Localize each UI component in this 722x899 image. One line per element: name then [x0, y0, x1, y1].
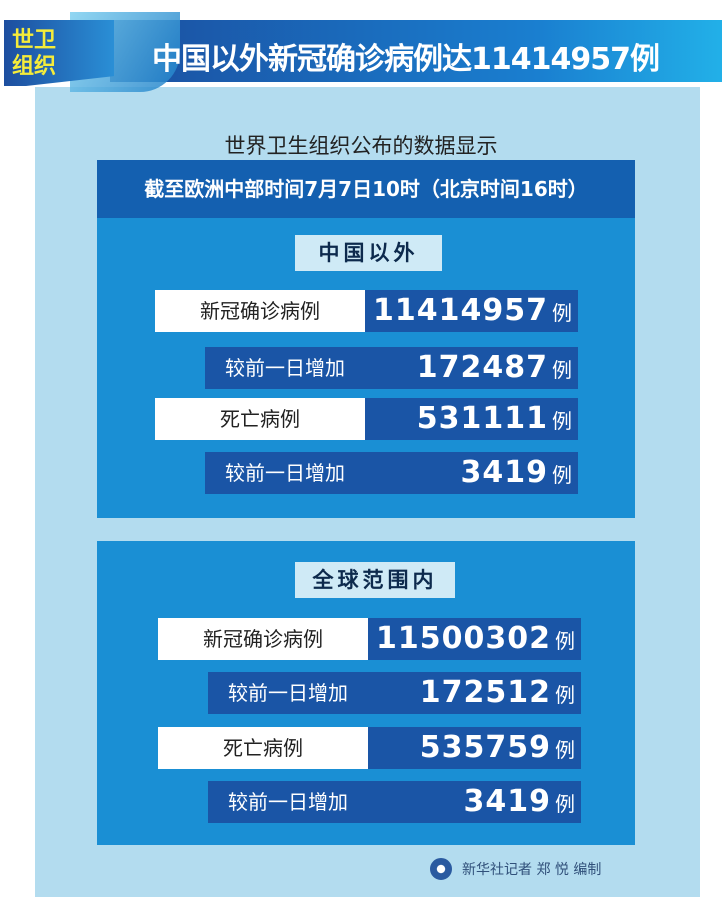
stat-unit: 例 — [552, 301, 572, 325]
stat-value-cell: 531111 例 — [365, 398, 578, 440]
stat-value-cell: 172487 例 — [365, 347, 578, 389]
stat-value-cell: 535759 例 — [368, 727, 581, 769]
stat-label: 死亡病例 — [155, 398, 365, 440]
section-title: 全球范围内 — [295, 562, 455, 598]
section-title: 中国以外 — [295, 235, 442, 271]
stat-value-cell: 11414957 例 — [365, 290, 578, 332]
stat-value: 531111 — [416, 401, 548, 436]
stat-value: 11500302 — [376, 621, 551, 656]
credit: 新华社记者 郑 悦 编制 — [430, 858, 601, 880]
stat-unit: 例 — [555, 629, 575, 653]
tag-block — [4, 20, 114, 86]
header-banner: 世卫组织 中国以外新冠确诊病例达11414957例 — [0, 12, 722, 92]
stat-unit: 例 — [552, 409, 572, 433]
stat-label: 较前一日增加 — [205, 347, 365, 389]
stat-value: 3419 — [463, 784, 551, 819]
stat-value: 172512 — [419, 675, 551, 710]
stat-label: 较前一日增加 — [208, 781, 368, 823]
stat-value: 172487 — [416, 350, 548, 385]
stat-value-cell: 3419 例 — [368, 781, 581, 823]
date-line: 截至欧洲中部时间7月7日10时（北京时间16时） — [97, 160, 635, 218]
stat-label: 死亡病例 — [158, 727, 368, 769]
stat-unit: 例 — [555, 683, 575, 707]
title-bar — [110, 20, 722, 82]
tag-label: 世卫组织 — [12, 28, 57, 79]
stat-unit: 例 — [552, 463, 572, 487]
stat-value: 535759 — [419, 730, 551, 765]
page-title: 中国以外新冠确诊病例达11414957例 — [152, 42, 660, 77]
stat-value: 3419 — [460, 455, 548, 490]
xinhua-logo-icon — [430, 858, 452, 880]
subtitle: 世界卫生组织公布的数据显示 — [224, 134, 498, 158]
stat-value-cell: 3419 例 — [365, 452, 578, 494]
stat-unit: 例 — [552, 358, 572, 382]
stat-label: 新冠确诊病例 — [158, 618, 368, 660]
credit-text: 新华社记者 郑 悦 编制 — [462, 862, 602, 878]
stat-value-cell: 11500302 例 — [368, 618, 581, 660]
stat-value-cell: 172512 例 — [368, 672, 581, 714]
stat-label: 较前一日增加 — [205, 452, 365, 494]
stat-label: 较前一日增加 — [208, 672, 368, 714]
stat-unit: 例 — [555, 792, 575, 816]
stat-label: 新冠确诊病例 — [155, 290, 365, 332]
stat-unit: 例 — [555, 738, 575, 762]
stat-value: 11414957 — [373, 293, 548, 328]
